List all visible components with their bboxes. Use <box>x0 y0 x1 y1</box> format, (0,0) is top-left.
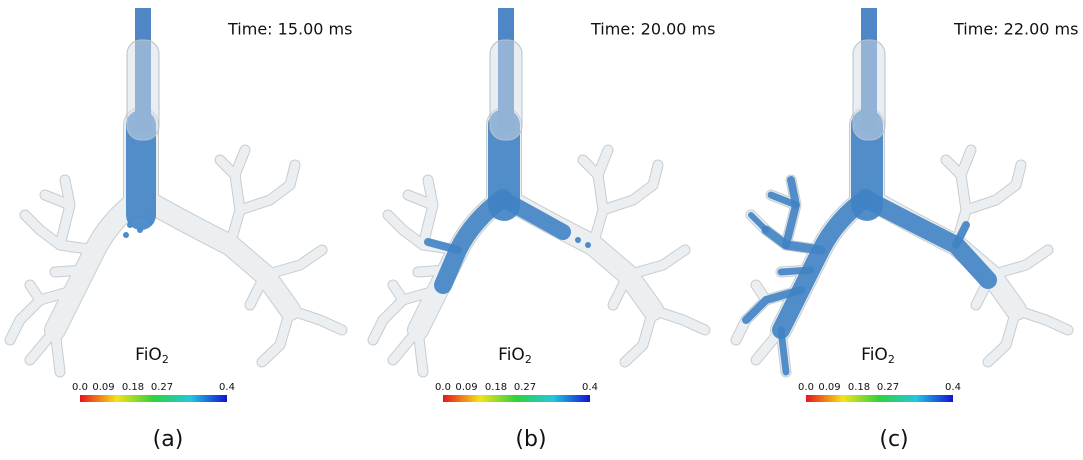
airway <box>991 250 1048 275</box>
airway <box>142 198 290 310</box>
colorbar-tick-label: 0.4 <box>945 382 961 393</box>
panel: Time: 20.00 ms FiO2 0.0 0.09 0.18 0.27 0.4 <box>373 8 715 402</box>
airway <box>1016 165 1021 185</box>
airway <box>55 270 85 272</box>
airway <box>373 320 383 340</box>
airway <box>30 285 40 300</box>
oxygen-region <box>781 270 811 272</box>
airway-tree <box>10 125 342 372</box>
colorbar <box>80 395 227 402</box>
oxygen-speck <box>585 242 591 248</box>
airway <box>25 215 40 230</box>
colorbar-tick-label: 0.09 <box>455 382 477 393</box>
colorbar-title-subscript: 2 <box>162 353 169 366</box>
airway <box>966 185 1016 210</box>
panel: Time: 15.00 ms FiO2 0.0 0.09 0.18 0.27 0.4 <box>10 8 352 402</box>
colorbar-tick-label: 0.27 <box>514 382 536 393</box>
airway <box>55 330 60 372</box>
colorbar-title-main: FiO <box>135 345 162 365</box>
airway <box>393 285 403 300</box>
endotracheal-tube <box>853 40 885 140</box>
airway <box>593 150 608 245</box>
colorbar <box>443 395 590 402</box>
airway <box>10 320 20 340</box>
airway <box>946 160 961 175</box>
oxygen-region <box>781 330 786 372</box>
panel-caption: (a) <box>153 427 184 452</box>
colorbar-title-subscript: 2 <box>525 353 532 366</box>
colorbar-tick-label: 0.4 <box>219 382 235 393</box>
colorbar <box>806 395 953 402</box>
colorbar-tick-label: 0.18 <box>485 382 507 393</box>
airway <box>418 330 423 372</box>
colorbar-tick-label: 0.4 <box>582 382 598 393</box>
oxygen-speck <box>127 222 133 228</box>
oxygen-speck <box>147 219 153 225</box>
airway <box>262 310 290 362</box>
colorbar-tick-label: 0.0 <box>435 382 451 393</box>
colorbar-title: FiO2 <box>135 345 169 366</box>
airway <box>220 160 235 175</box>
time-label: Time: 20.00 ms <box>590 20 715 39</box>
airway <box>230 150 245 245</box>
colorbar-title-subscript: 2 <box>888 353 895 366</box>
panel: Time: 22.00 ms FiO2 0.0 0.09 0.18 0.27 0.4 <box>736 8 1078 402</box>
colorbar-tick-label: 0.18 <box>848 382 870 393</box>
colorbar-title-main: FiO <box>498 345 525 365</box>
airway <box>988 310 1016 362</box>
colorbar-tick-label: 0.27 <box>151 382 173 393</box>
colorbar-title: FiO2 <box>861 345 895 366</box>
time-label: Time: 22.00 ms <box>953 20 1078 39</box>
airway <box>265 250 322 275</box>
airway <box>388 215 403 230</box>
endotracheal-tube <box>127 40 159 140</box>
time-label: Time: 15.00 ms <box>227 20 352 39</box>
colorbar-tick-label: 0.09 <box>818 382 840 393</box>
oxygen-speck <box>137 227 143 233</box>
airway <box>653 165 658 185</box>
colorbar-tick-label: 0.18 <box>122 382 144 393</box>
airway-tree <box>373 125 705 372</box>
airway <box>603 185 653 210</box>
colorbar-tick-label: 0.09 <box>92 382 114 393</box>
figure: Time: 15.00 msFiO20.00.090.180.270.4(a)T… <box>0 0 1083 460</box>
colorbar-tick-label: 0.0 <box>72 382 88 393</box>
colorbar-tick-label: 0.27 <box>877 382 899 393</box>
airway <box>625 310 653 362</box>
airway-tree <box>736 125 1068 372</box>
oxygen-speck <box>575 237 581 243</box>
airway <box>290 165 295 185</box>
colorbar-title-main: FiO <box>861 345 888 365</box>
endotracheal-tube <box>490 40 522 140</box>
airway <box>583 160 598 175</box>
colorbar-tick-label: 0.0 <box>798 382 814 393</box>
airway <box>628 250 685 275</box>
oxygen-speck <box>123 232 129 238</box>
panel-caption: (b) <box>515 427 546 452</box>
airway <box>240 185 290 210</box>
panel-caption: (c) <box>879 427 908 452</box>
colorbar-title: FiO2 <box>498 345 532 366</box>
